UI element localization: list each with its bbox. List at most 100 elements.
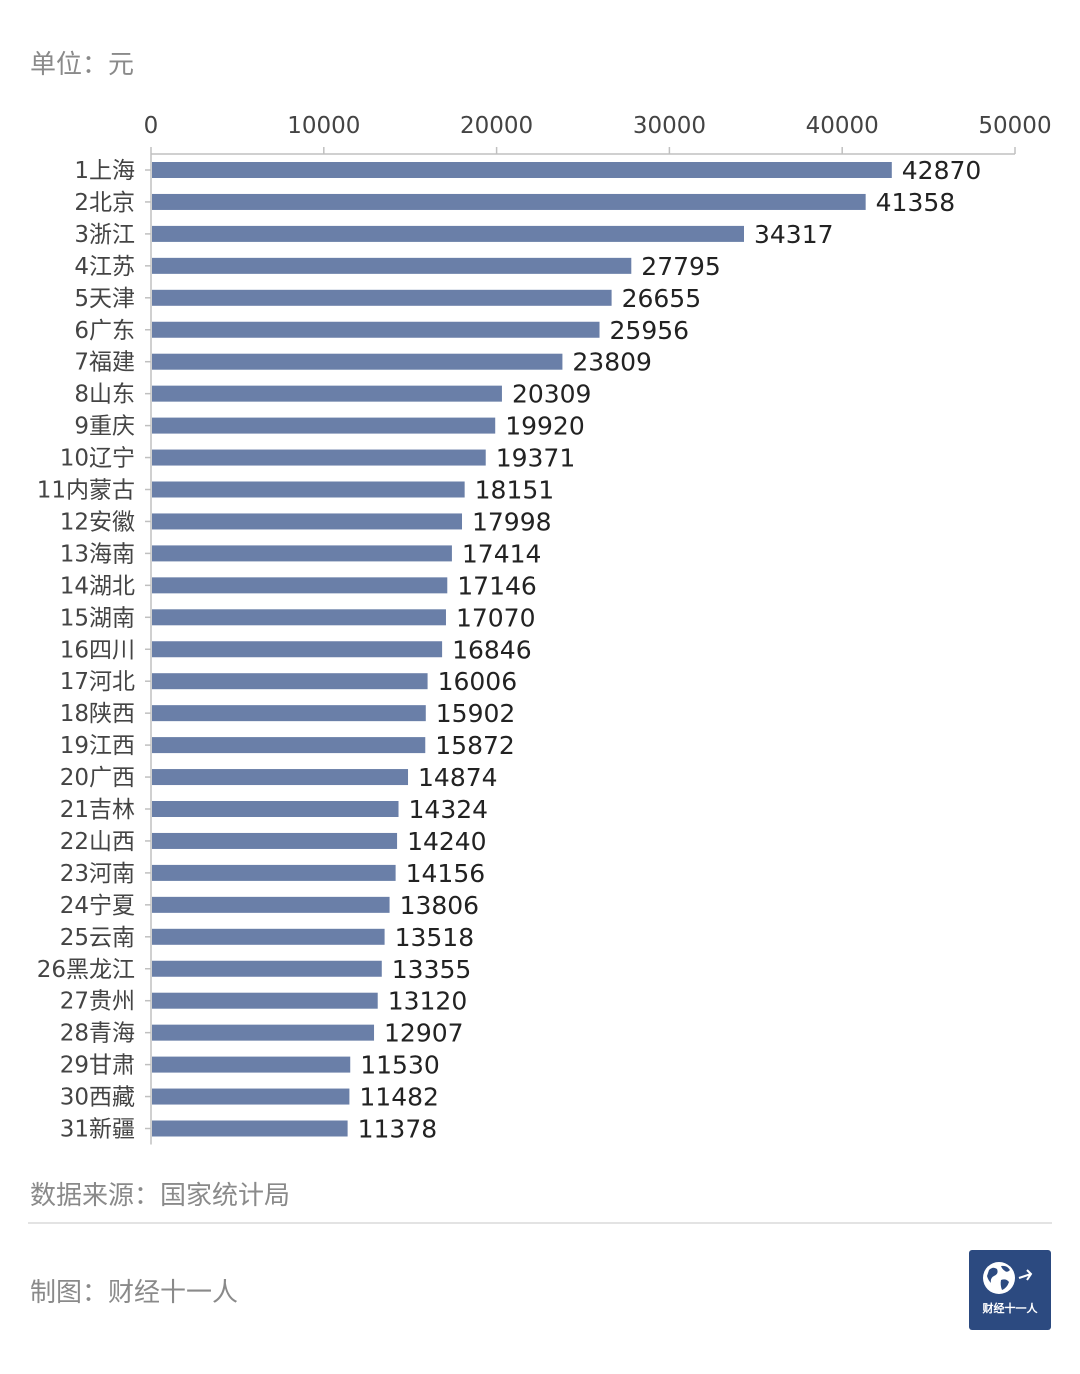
bar: [152, 864, 396, 881]
category-label: 7福建: [74, 350, 135, 376]
category-label: 25云南: [60, 925, 135, 951]
bar: [152, 385, 502, 402]
x-tick-label: 0: [144, 113, 159, 139]
bar: [152, 801, 399, 817]
value-label: 14324: [409, 795, 489, 824]
value-label: 17998: [472, 507, 552, 536]
category-label: 27贵州: [60, 989, 135, 1015]
bar: [152, 705, 426, 722]
value-label: 16006: [438, 667, 518, 696]
category-label: 6广东: [74, 318, 135, 344]
category-label: 15湖南: [60, 605, 135, 631]
category-label: 21吉林: [60, 797, 135, 823]
value-label: 27795: [641, 252, 721, 281]
value-label: 11378: [358, 1115, 438, 1144]
value-label: 13355: [392, 955, 472, 984]
logo-text: 财经十一人: [982, 1302, 1038, 1315]
brand-logo: 财经十一人: [969, 1250, 1051, 1330]
value-label: 11530: [360, 1051, 440, 1080]
value-label: 13120: [388, 987, 468, 1016]
category-label: 13海南: [60, 541, 135, 567]
category-label: 9重庆: [74, 414, 135, 440]
category-label: 12安徽: [60, 509, 135, 535]
value-label: 41358: [876, 188, 956, 217]
category-label: 4江苏: [74, 254, 135, 280]
bar: [152, 928, 385, 945]
bar: [152, 545, 452, 562]
value-label: 26655: [622, 284, 702, 313]
category-label: 14湖北: [60, 573, 135, 599]
value-label: 19371: [496, 444, 576, 473]
data-source-label: 数据来源：国家统计局: [30, 1181, 291, 1211]
category-label: 8山东: [74, 382, 135, 408]
category-label: 24宁夏: [60, 893, 135, 919]
bar: [152, 481, 465, 498]
category-label: 29甘肃: [60, 1053, 135, 1079]
bar: [152, 577, 448, 594]
bar: [152, 1024, 375, 1041]
category-label: 1上海: [74, 158, 135, 184]
x-tick-label: 10000: [287, 113, 360, 139]
value-label: 15872: [435, 731, 515, 760]
value-label: 16846: [452, 635, 532, 664]
x-tick-label: 40000: [806, 113, 879, 139]
value-label: 42870: [902, 156, 982, 185]
bar: [152, 960, 382, 977]
bar: [152, 162, 892, 178]
value-label: 14240: [407, 827, 487, 856]
category-label: 26黑龙江: [37, 957, 135, 983]
bar: [152, 832, 398, 849]
bar: [152, 513, 463, 530]
bar-chart: 0 10000 20000 30000 40000 50000 1上海 42870 2北京 413…: [37, 113, 1052, 1145]
bar: [152, 992, 378, 1009]
category-label: 20广西: [60, 765, 135, 791]
value-label: 18151: [475, 476, 555, 505]
value-label: 17146: [457, 571, 537, 600]
bar: [152, 1056, 351, 1073]
bar: [152, 225, 744, 242]
category-label: 5天津: [74, 286, 135, 312]
bar: [152, 353, 563, 370]
value-label: 13806: [400, 891, 480, 920]
category-label: 16四川: [60, 637, 135, 663]
category-label: 10辽宁: [60, 446, 135, 472]
bar: [152, 769, 409, 786]
category-label: 28青海: [60, 1021, 135, 1047]
bar: [152, 193, 866, 210]
value-label: 14156: [406, 859, 486, 888]
bar: [152, 1120, 348, 1137]
category-label: 23河南: [60, 861, 135, 887]
bar: [152, 417, 496, 434]
x-tick-label: 50000: [978, 113, 1051, 139]
category-label: 31新疆: [60, 1117, 135, 1143]
bar: [152, 896, 390, 913]
category-label: 2北京: [74, 190, 135, 216]
footer-divider: [28, 1222, 1052, 1224]
bar: [152, 1088, 350, 1105]
value-label: 17070: [456, 603, 536, 632]
bar: [152, 289, 612, 306]
value-label: 20309: [512, 380, 592, 409]
value-label: 11482: [359, 1083, 439, 1112]
category-label: 19江西: [60, 733, 135, 759]
category-label: 3浙江: [74, 222, 135, 248]
category-label: 30西藏: [60, 1085, 135, 1111]
bar: [152, 321, 600, 338]
value-label: 25956: [610, 316, 690, 345]
category-label: 18陕西: [60, 701, 135, 727]
x-tick-label: 30000: [633, 113, 706, 139]
bar: [152, 673, 428, 690]
globe-icon: [983, 1262, 1033, 1294]
bar: [152, 449, 486, 466]
value-label: 13518: [395, 923, 475, 952]
bar: [152, 737, 426, 754]
value-label: 14874: [418, 763, 498, 792]
chart-maker-label: 制图：财经十一人: [30, 1278, 239, 1308]
x-tick-label: 20000: [460, 113, 533, 139]
value-label: 15902: [436, 699, 516, 728]
value-label: 12907: [384, 1019, 464, 1048]
unit-label: 单位：元: [30, 50, 135, 80]
bar: [152, 257, 632, 274]
value-label: 23809: [572, 348, 652, 377]
category-label: 11内蒙古: [37, 478, 135, 504]
